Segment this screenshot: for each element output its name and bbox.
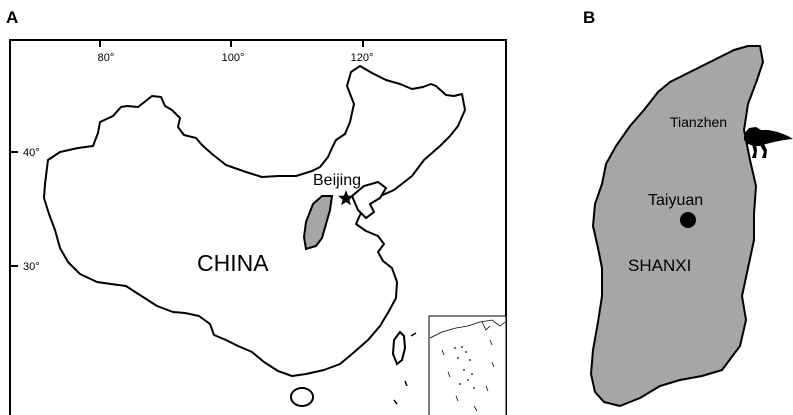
taiyuan-label: Taiyuan (648, 192, 703, 209)
beijing-star-marker (338, 190, 354, 206)
latitude-ticks (10, 151, 18, 267)
tianzhen-label: Tianzhen (670, 114, 727, 130)
panel-b-label: B (583, 8, 595, 27)
taiwan-island (391, 330, 407, 366)
tick-label-40: 40° (23, 147, 40, 159)
dinosaur-silhouette-icon (744, 127, 793, 158)
taiyuan-dot-marker (680, 212, 696, 228)
small-islands (393, 332, 417, 405)
south-china-sea-inset (428, 315, 507, 415)
panel-a-label: A (6, 8, 18, 27)
shanxi-label: SHANXI (628, 256, 691, 275)
hainan-island (290, 387, 314, 407)
tick-label-100: 100° (222, 52, 245, 64)
shanxi-province-shape (590, 45, 764, 407)
tick-label-120: 120° (351, 52, 374, 64)
china-label: CHINA (197, 250, 269, 276)
tick-label-80: 80° (98, 52, 115, 64)
china-outline (43, 65, 466, 377)
shanxi-highlight (302, 195, 334, 251)
bohai-bay (350, 180, 388, 220)
tick-label-30: 30° (23, 261, 40, 273)
longitude-ticks (99, 40, 364, 47)
beijing-label: Beijing (313, 172, 361, 189)
